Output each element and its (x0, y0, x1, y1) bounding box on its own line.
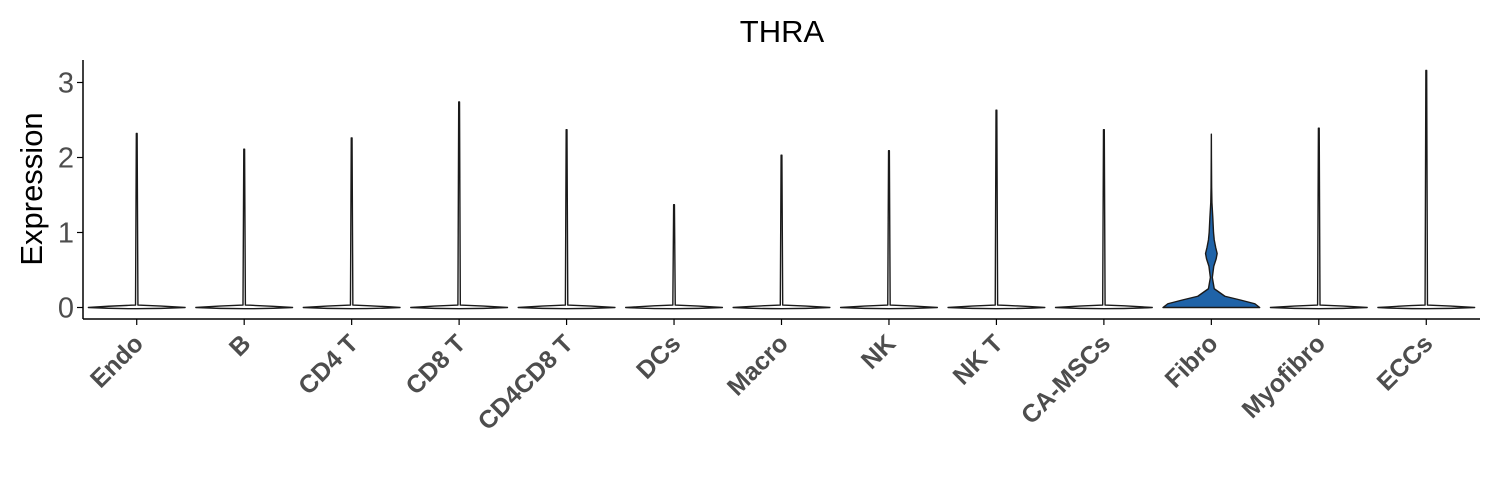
violin-nk-t (947, 109, 1046, 310)
x-tick-label: CD8 T (400, 329, 471, 400)
y-tick-label: 1 (58, 218, 74, 250)
x-tick-label: B (224, 329, 257, 362)
violin-ca-mscs (1054, 129, 1153, 310)
x-tick-label: Fibro (1160, 329, 1224, 393)
y-tick-label: 3 (58, 68, 74, 100)
violin-cd4-t (302, 137, 401, 310)
violin-nk (839, 150, 939, 310)
x-tick-label: CD4CD8 T (473, 329, 579, 435)
violin-macro (732, 154, 831, 310)
x-tick-label: NK (856, 329, 901, 374)
violin-cd4cd8-t (517, 129, 616, 310)
violin-cd8-t (410, 101, 509, 310)
x-tick-label: DCs (631, 329, 686, 384)
plot-area: 0 1 2 3 Endo B CD4 T CD8 T CD4CD8 T DCs Macro NK NK … (58, 60, 1480, 436)
x-tick-label: ECCs (1372, 329, 1439, 396)
violin-myofibro (1269, 127, 1368, 310)
chart-title: THRA (740, 14, 825, 49)
violin-dcs (624, 204, 724, 310)
x-tick-label: Macro (722, 329, 794, 401)
violin-fibro (1162, 133, 1261, 309)
violin-eccs (1377, 69, 1476, 310)
x-tick-label: NK T (948, 329, 1009, 390)
y-tick-label: 2 (58, 143, 74, 175)
x-tick-label: Endo (85, 329, 149, 393)
x-tick-label: CD4 T (293, 329, 364, 400)
x-tick-label: CA-MSCs (1016, 329, 1116, 429)
violin-endo (87, 132, 186, 310)
x-tick-label: Myofibro (1237, 329, 1331, 423)
y-tick-label: 0 (58, 293, 74, 325)
violin-b (195, 148, 294, 310)
y-axis-label: Expression (14, 112, 49, 265)
